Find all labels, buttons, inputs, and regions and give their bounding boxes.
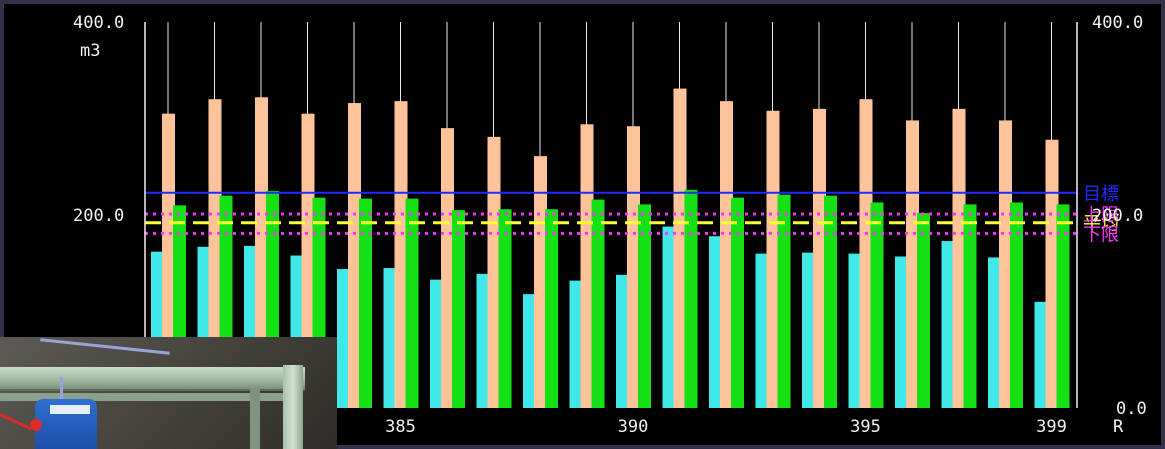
bar-series2-380 [162,113,175,409]
x-unit-label: R [1113,417,1124,437]
bar-series2-391 [673,88,687,409]
bar-series3-393 [777,194,791,408]
bar-series1-389 [569,280,583,408]
cable [40,338,170,355]
bar-series1-392 [709,236,722,408]
ref-label: 下限 [1083,224,1119,245]
bar-series2-394 [813,108,826,408]
bar-series1-399 [1034,301,1048,408]
ref-label: 上限 [1083,205,1119,226]
bar-series3-387 [498,209,512,408]
bar-series1-386 [430,279,443,408]
bar-series1-393 [755,253,769,408]
y-tick-left-mid: 200.0 [73,206,124,226]
y-tick-right-mid: 200.0 [1092,206,1143,226]
bar-series3-392 [731,197,744,408]
bar-series3-396 [917,213,930,408]
bar-series1-388 [523,294,536,408]
bar-series3-386 [452,210,465,408]
y-unit-label: m3 [80,41,100,61]
bar-series1-394 [802,252,815,408]
bar-series1-395 [848,253,862,408]
bar-series3-394 [824,195,837,408]
bar-series1-384 [337,269,350,408]
bar-series2-381 [208,99,222,408]
bar-series2-389 [580,124,594,408]
bar-series3-389 [591,199,605,408]
steel-beam-brace [250,389,260,449]
bar-series2-399 [1045,139,1059,409]
bar-series1-397 [941,241,955,408]
bar-series2-392 [720,101,733,408]
ref-label: 目標 [1083,184,1119,205]
bar-series3-385 [405,198,419,408]
x-tick-label: 390 [618,417,649,437]
y-tick-right-zero: 0.0 [1116,399,1147,419]
bar-series2-387 [487,136,501,408]
bar-series1-387 [476,273,490,408]
bar-series1-396 [895,256,908,408]
axis-labels: 400.0 m3 200.0 400.0 200.0 0.0 R 385 390 3… [73,13,1147,437]
bar-series3-391 [684,189,698,408]
bar-series2-382 [255,97,268,409]
bar-series2-388 [534,156,547,408]
sensor-photo-inset [0,337,337,449]
bar-series3-397 [963,204,977,408]
bar-series2-383 [301,113,315,409]
bar-series2-393 [766,110,780,408]
bar-series2-385 [394,101,408,408]
bar-series1-390 [616,274,629,408]
y-tick-left-max: 400.0 [73,13,124,33]
bar-series2-395 [859,99,873,408]
bar-series2-386 [441,128,454,408]
bar-layer [151,88,1070,409]
cable-drop [60,377,63,405]
bar-series3-399 [1056,204,1070,408]
x-tick-label: 399 [1036,417,1067,437]
sensor-label-plate [50,405,90,414]
bar-series3-390 [638,204,651,408]
x-tick-label: 395 [850,417,881,437]
bar-series2-397 [952,108,966,408]
ref-label: 平均 [1083,214,1119,235]
y-tick-right-max: 400.0 [1092,13,1143,33]
pointer-arrow [0,413,32,431]
x-tick-label: 385 [385,417,416,437]
bar-series1-398 [988,257,1001,408]
bar-series3-395 [870,202,884,408]
bar-series1-385 [383,268,397,408]
steel-beam-vertical [283,365,303,449]
steel-beam-lower [0,393,290,401]
bar-series1-391 [662,226,676,408]
bar-series3-398 [1010,202,1023,408]
steel-beam-horizontal [0,367,305,391]
bar-series3-384 [359,198,372,408]
bar-series3-388 [545,209,558,408]
pointer-marker [30,419,42,431]
bar-series2-384 [348,103,361,408]
bar-series2-390 [627,126,640,408]
